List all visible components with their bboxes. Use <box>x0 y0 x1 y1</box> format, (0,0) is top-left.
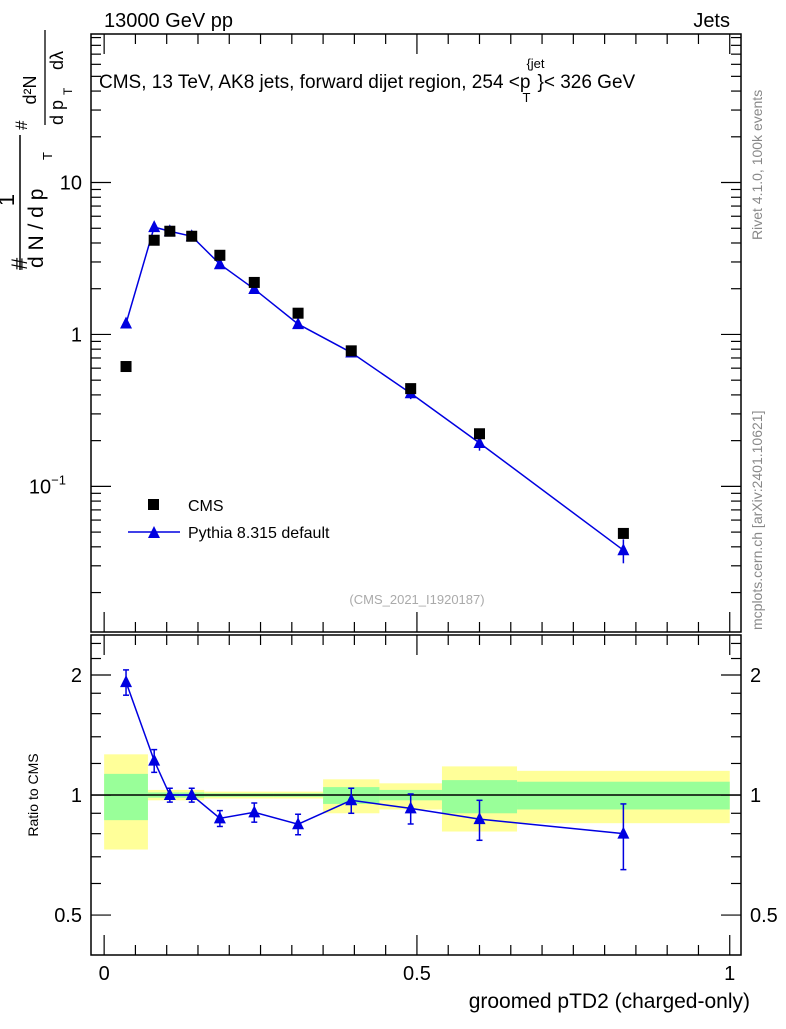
main-plot-frame <box>90 33 742 633</box>
ratio-y-tick-label-left: 1 <box>71 785 82 807</box>
pythia-point <box>473 435 486 448</box>
mcplots-text: mcplots.cern.ch [arXiv:2401.10621] <box>749 411 765 630</box>
ylabel-dlambda: dλ <box>47 51 67 70</box>
cms-point <box>248 276 260 288</box>
legend-marker-pythia <box>148 526 160 538</box>
cms-point <box>186 230 198 242</box>
ylabel-sub-t2: T <box>61 87 75 95</box>
ylabel-one: 1 <box>0 194 19 206</box>
pythia-point <box>148 220 161 233</box>
ratio-y-tick-label-left: 0.5 <box>54 905 82 927</box>
x-axis-label: groomed pTD2 (charged-only) <box>469 990 750 1013</box>
ratio-point <box>148 753 161 766</box>
watermark: (CMS_2021_I1920187) <box>349 592 484 607</box>
ratio-point <box>185 788 198 801</box>
cms-point <box>292 307 304 319</box>
main-y-tick-label: 10 <box>60 173 82 195</box>
ratio-point <box>473 812 486 825</box>
cms-point <box>345 345 357 357</box>
pythia-point <box>617 543 630 556</box>
pythia-point <box>292 317 305 330</box>
ratio-point <box>345 793 358 806</box>
x-tick-label: 1 <box>724 963 735 985</box>
ratio-y-tick-label-left: 2 <box>71 665 82 687</box>
ratio-point <box>213 811 226 824</box>
cms-point <box>473 428 485 440</box>
cms-point <box>617 527 629 539</box>
ylabel-d2n: d²N <box>20 75 40 104</box>
legend-marker-cms <box>148 499 159 510</box>
legend: CMS Pythia 8.315 default <box>128 498 330 542</box>
header-right: Jets <box>693 10 730 32</box>
x-tick-label: 0.5 <box>403 963 431 985</box>
x-tick-label: 0 <box>99 963 110 985</box>
ratio-y-tick-label-right: 0.5 <box>750 905 778 927</box>
main-y-tick-label: 1 <box>71 324 82 346</box>
cms-point <box>164 225 176 237</box>
ylabel-sub-t: T <box>40 152 55 160</box>
ratio-point <box>248 805 261 818</box>
plot-title: CMS, 13 TeV, AK8 jets, forward dijet reg… <box>99 56 636 105</box>
ratio-point <box>404 801 417 814</box>
cms-point <box>214 249 226 261</box>
ylabel-dpt: d p <box>47 100 67 125</box>
main-y-tick-label: 10−1 <box>29 472 66 498</box>
ratio-band-stat <box>104 773 148 821</box>
ratio-point <box>292 817 305 830</box>
pythia-point <box>213 257 226 270</box>
ratio-y-tick-label-right: 2 <box>750 665 761 687</box>
legend-label-pythia: Pythia 8.315 default <box>188 525 330 542</box>
legend-label-cms: CMS <box>188 498 224 515</box>
ratio-point <box>617 826 630 839</box>
rivet-version-text: Rivet 4.1.0, 100k events <box>749 90 765 240</box>
main-plot <box>91 36 741 594</box>
cms-point <box>120 361 132 373</box>
ratio-y-tick-label-right: 1 <box>750 785 761 807</box>
ylabel-hash2: # <box>12 120 31 130</box>
y-axis-label-ratio: Ratio to CMS <box>25 753 41 836</box>
cms-point <box>405 383 417 395</box>
ratio-point <box>163 788 176 801</box>
pythia-point <box>248 282 261 295</box>
ylabel-dndpt: d N / d p <box>25 189 48 268</box>
header-left: 13000 GeV pp <box>104 10 233 32</box>
cms-point <box>148 234 160 246</box>
y-axis-label-main: # 1 d N / d p T # d²N d p T dλ <box>0 30 75 270</box>
ratio-plot-frame <box>90 634 742 956</box>
pythia-point <box>120 316 133 329</box>
ratio-point <box>120 675 133 688</box>
ratio-plot <box>91 642 741 916</box>
